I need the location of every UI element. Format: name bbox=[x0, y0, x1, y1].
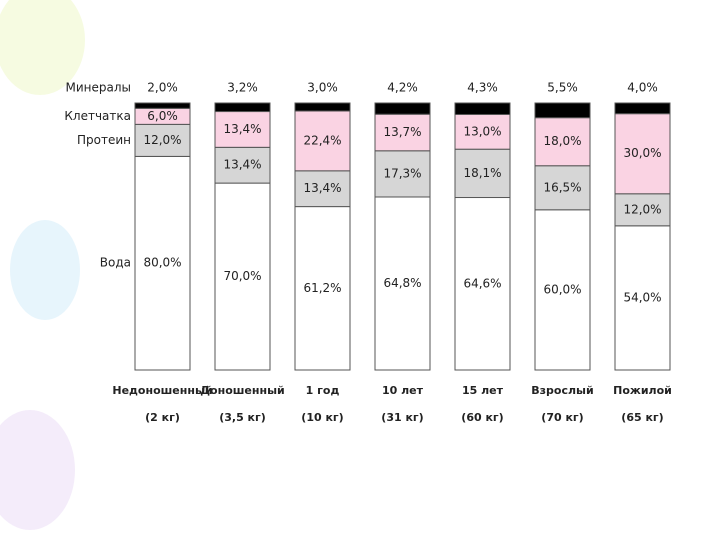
value-label: 80,0% bbox=[143, 256, 181, 270]
x-tick-label: Доношенный bbox=[200, 384, 285, 397]
value-label: 13,4% bbox=[223, 122, 261, 136]
series-label: Вода bbox=[100, 256, 131, 270]
value-label: 3,0% bbox=[307, 81, 338, 95]
x-tick-label: 1 год bbox=[306, 384, 340, 397]
bar-segment bbox=[214, 182, 271, 371]
bar-segment bbox=[614, 102, 671, 115]
bar-segment bbox=[374, 102, 431, 115]
value-label: 18,1% bbox=[463, 166, 501, 180]
series-label: Минералы bbox=[66, 81, 132, 95]
value-label: 17,3% bbox=[383, 166, 421, 180]
bar-segment bbox=[374, 196, 431, 371]
background-decor bbox=[0, 0, 85, 530]
value-label: 5,5% bbox=[547, 81, 578, 95]
value-label: 3,2% bbox=[227, 81, 258, 95]
value-label: 64,8% bbox=[383, 276, 421, 290]
value-label: 13,4% bbox=[303, 181, 341, 195]
bar-segment bbox=[214, 102, 271, 113]
series-label: Клетчатка bbox=[64, 109, 131, 123]
bar-segment bbox=[534, 102, 591, 119]
value-label: 12,0% bbox=[143, 133, 181, 147]
x-tick-label: 15 лет bbox=[462, 384, 504, 397]
x-tick-label: (3,5 кг) bbox=[219, 411, 266, 424]
value-label: 22,4% bbox=[303, 133, 341, 147]
value-label: 64,6% bbox=[463, 276, 501, 290]
bar-segment bbox=[294, 102, 351, 112]
bar-segment bbox=[294, 206, 351, 371]
bar-segment bbox=[534, 165, 591, 211]
value-label: 54,0% bbox=[623, 290, 661, 304]
bar-segment bbox=[614, 193, 671, 227]
bar-segment bbox=[134, 155, 191, 371]
value-label: 60,0% bbox=[543, 282, 581, 296]
value-label: 18,0% bbox=[543, 134, 581, 148]
bar-segment bbox=[374, 150, 431, 198]
value-label: 61,2% bbox=[303, 281, 341, 295]
value-label: 30,0% bbox=[623, 146, 661, 160]
bar-segment bbox=[614, 225, 671, 371]
bar-segment bbox=[294, 170, 351, 208]
value-label: 70,0% bbox=[223, 269, 261, 283]
bar-segment bbox=[374, 113, 431, 152]
x-tick-label: Недоношенный bbox=[112, 384, 212, 397]
bar-segment bbox=[134, 123, 191, 157]
bar-segment bbox=[454, 148, 511, 199]
x-tick-label: (70 кг) bbox=[541, 411, 583, 424]
value-label: 4,2% bbox=[387, 81, 418, 95]
x-tick-label: (60 кг) bbox=[461, 411, 503, 424]
x-tick-label: (65 кг) bbox=[621, 411, 663, 424]
bar-segment bbox=[134, 102, 191, 109]
value-label: 16,5% bbox=[543, 180, 581, 194]
bar-segment bbox=[454, 102, 511, 115]
series-label: Протеин bbox=[77, 133, 131, 147]
value-label: 13,4% bbox=[223, 158, 261, 172]
x-tick-label: (31 кг) bbox=[381, 411, 423, 424]
value-label: 13,7% bbox=[383, 125, 421, 139]
x-tick-label: 10 лет bbox=[382, 384, 424, 397]
bar-segment bbox=[534, 209, 591, 371]
x-tick-label: Взрослый bbox=[531, 384, 593, 397]
value-label: 13,0% bbox=[463, 124, 501, 138]
x-tick-label: (10 кг) bbox=[301, 411, 343, 424]
value-label: 2,0% bbox=[147, 81, 178, 95]
x-tick-label: Пожилой bbox=[613, 384, 672, 397]
bar-segment bbox=[214, 111, 271, 148]
value-label: 4,3% bbox=[467, 81, 498, 95]
bar-segment bbox=[534, 117, 591, 167]
bar-segment bbox=[614, 113, 671, 195]
value-label: 6,0% bbox=[147, 109, 178, 123]
value-label: 4,0% bbox=[627, 81, 658, 95]
value-label: 12,0% bbox=[623, 202, 661, 216]
x-tick-label: (2 кг) bbox=[145, 411, 180, 424]
